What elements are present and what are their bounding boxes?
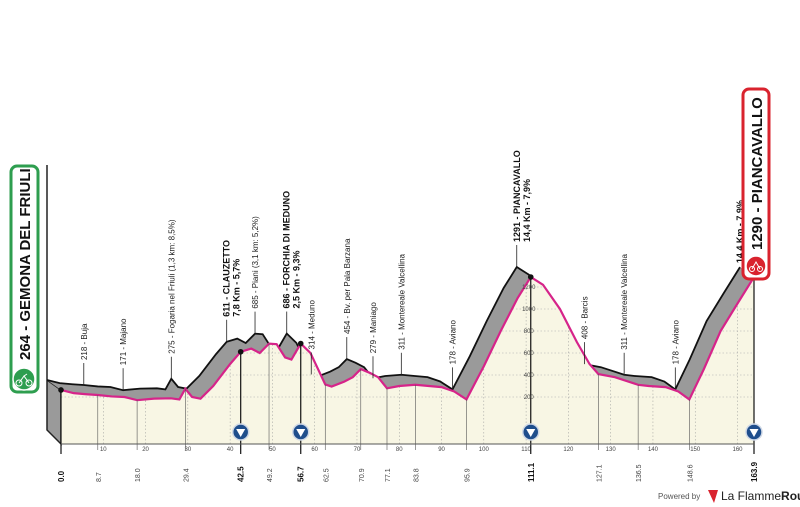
point-label: 1291 - PIANCAVALLO: [512, 150, 522, 242]
elevation-tick-label: 1200: [522, 285, 536, 291]
km-tick-label: 160: [733, 447, 744, 453]
km-tick-label: 100: [479, 447, 490, 453]
km-point-label: 8.7: [96, 472, 103, 482]
km-tick-label: 10: [100, 447, 107, 453]
point-sublabel: 2,5 Km - 9,3%: [292, 251, 302, 309]
km-tick-label: 20: [142, 447, 149, 453]
point-label: 171 - Majano: [119, 318, 128, 365]
point-sublabel: 7,8 Km - 5,7%: [232, 259, 242, 317]
point-label: 14,4 Km - 7,9%: [735, 200, 745, 263]
km-point-label: 56.7: [297, 466, 306, 482]
elevation-tick-label: 1000: [522, 307, 536, 313]
kom-triangle: [526, 429, 536, 437]
point-label: 408 - Barcis: [580, 296, 589, 339]
km-tick-label: 110: [521, 447, 531, 453]
km-point-label: 29.4: [183, 468, 190, 482]
km-tick-label: 60: [311, 447, 318, 453]
point-label: 218 - Buja: [80, 323, 89, 360]
point-label: 311 - Montereale Valcellina: [397, 253, 406, 349]
elevation-tick-label: 400: [524, 373, 535, 379]
km-point-label: 77.1: [385, 468, 392, 482]
start-banner: 264 - GEMONA DEL FRIULI: [9, 164, 40, 394]
finish-label: 1290 - PIANCAVALLO: [749, 97, 766, 250]
kom-marker-icon: [745, 423, 763, 441]
km-point-label: 42.5: [237, 466, 246, 482]
elevation-tick-label: 800: [524, 329, 535, 335]
km-point-label: 18.0: [135, 468, 142, 482]
footer: Powered by La FlammeRouge: [658, 489, 800, 503]
km-point-label: 0.0: [57, 470, 66, 482]
point-dot: [527, 274, 534, 280]
profile-fill: [61, 276, 754, 444]
km-tick-label: 30: [185, 447, 192, 453]
point-label: 611 - CLAUZETTO: [222, 240, 232, 317]
km-point-label: 95.9: [464, 468, 471, 482]
km-point-label: 163.9: [750, 461, 759, 482]
km-tick-label: 80: [396, 447, 403, 453]
brand-name: La FlammeRouge: [721, 489, 800, 503]
point-label: 314 - Meduno: [307, 300, 316, 350]
km-point-label: 49.2: [267, 468, 274, 482]
profile-top-edge: [46, 265, 741, 392]
km-point-label: 127.1: [596, 464, 603, 482]
point-label: 279 - Maniago: [369, 302, 378, 354]
km-tick-label: 140: [648, 447, 659, 453]
km-tick-label: 70: [354, 447, 361, 453]
brand-b: Rouge: [781, 489, 800, 503]
km-point-label: 136.5: [636, 464, 643, 482]
km-point-label: 70.9: [359, 468, 366, 482]
km-point-label: 62.5: [323, 468, 330, 482]
km-tick-label: 150: [690, 447, 701, 453]
point-dot: [297, 340, 304, 347]
km-tick-label: 50: [269, 447, 276, 453]
cyclist-start-icon: [12, 367, 36, 391]
elevation-tick-label: 600: [524, 351, 535, 357]
kom-marker-icon: [522, 423, 540, 441]
km-point-label: 148.6: [687, 464, 694, 482]
km-point-label: 111.1: [527, 462, 536, 482]
point-sublabel: 14,4 Km - 7,9%: [522, 179, 532, 242]
elevation-tick-label: 200: [524, 395, 535, 401]
start-label: 264 - GEMONA DEL FRIULI: [17, 168, 34, 360]
kom-triangle: [236, 429, 246, 437]
kom-triangle: [296, 429, 306, 437]
point-label: 454 - Bv. per Pala Barzana: [343, 238, 352, 334]
powered-by: Powered by: [658, 492, 700, 501]
km-tick-label: 90: [438, 447, 445, 453]
profile-shadow-band: [47, 266, 754, 401]
left-wall: [46, 165, 62, 446]
point-label: 178 - Aviano: [671, 320, 680, 365]
km-tick-label: 40: [227, 447, 234, 453]
kom-triangle: [749, 429, 759, 437]
kom-marker-icon: [231, 423, 250, 441]
brand-a: La Flamme: [721, 489, 781, 503]
point-label: 686 - FORCHIA DI MEDUNO: [282, 191, 292, 309]
flamme-rouge-logo-icon: [708, 490, 718, 503]
point-label: 275 - Fogaria nel Friuli (1,3 km: 8,5%): [167, 219, 176, 354]
km-tick-label: 130: [606, 447, 617, 453]
point-dot: [237, 348, 244, 355]
finish-banner: 1290 - PIANCAVALLO: [741, 87, 771, 281]
point-dot: [58, 387, 64, 393]
kom-marker-icon: [291, 423, 310, 441]
point-label: 685 - Piani (3,1 km: 5,2%): [251, 216, 260, 309]
km-tick-label: 120: [563, 447, 574, 453]
km-point-label: 83.8: [413, 468, 420, 482]
point-label: 311 - Montereale Valcellina: [620, 253, 629, 349]
point-label: 178 - Aviano: [448, 320, 457, 365]
cyclist-finish-icon: [745, 255, 767, 277]
